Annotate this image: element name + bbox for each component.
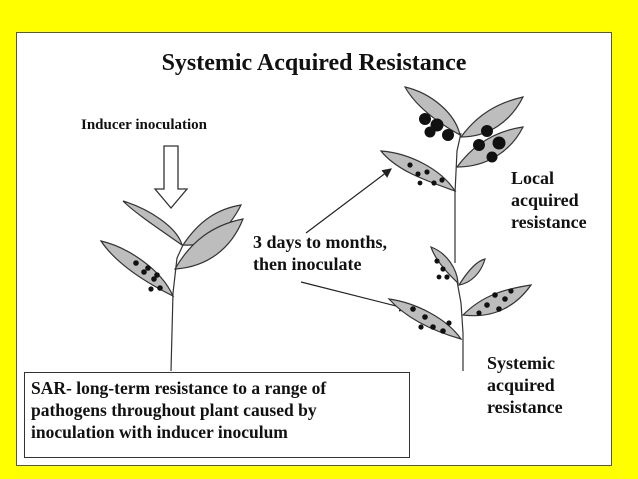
plant-lower [387, 245, 533, 371]
inducer-arrow [153, 145, 189, 210]
lesions-lower [410, 258, 514, 334]
slide-panel: Systemic Acquired Resistance Inducer ino… [16, 32, 612, 466]
leaf-lower-top [430, 245, 459, 285]
stem-lower [456, 280, 464, 371]
leaf-lower-top-right [457, 258, 486, 286]
systemic-resistance-label: Systemic acquired resistance [487, 353, 563, 417]
arrow-to-local [305, 168, 392, 234]
leaf-upper-right [455, 126, 525, 168]
slide-title: Systemic Acquired Resistance [161, 50, 467, 76]
leaf-lower-upper-right [461, 284, 533, 317]
plant-upper [379, 86, 525, 263]
leaf-left-right [173, 218, 244, 270]
timing-label: 3 days to months, then inoculate [253, 232, 388, 274]
lesions-left [133, 260, 163, 292]
stem-left [170, 244, 184, 372]
lesions-upper [407, 113, 506, 186]
plant-left [99, 200, 244, 372]
stem-upper [454, 132, 462, 263]
arrow-to-systemic [300, 281, 410, 312]
sar-definition-box: SAR- long-term resistance to a range of … [24, 372, 410, 458]
inducer-label: Inducer inoculation [81, 117, 207, 133]
diagram-artwork [99, 86, 533, 372]
leaf-left-top [122, 200, 184, 247]
local-resistance-label: Local acquired resistance [511, 168, 587, 232]
leaf-upper-left [379, 150, 457, 193]
